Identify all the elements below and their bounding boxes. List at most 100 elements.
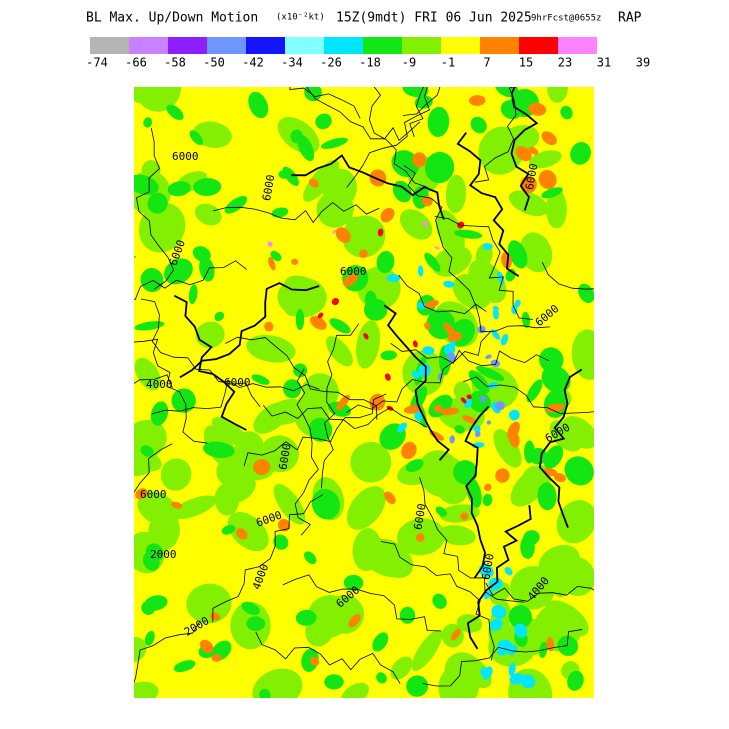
motion-area: [521, 311, 531, 328]
motion-area: [414, 95, 433, 109]
motion-area: [435, 506, 447, 517]
motion-area: [267, 241, 273, 247]
motion-area: [571, 329, 594, 380]
colorbar-swatch: [129, 37, 168, 54]
motion-area: [493, 429, 522, 468]
motion-area: [303, 159, 340, 202]
motion-area: [511, 305, 518, 315]
motion-area: [508, 605, 532, 629]
motion-area: [500, 333, 509, 346]
motion-area: [406, 675, 429, 697]
motion-area: [528, 102, 547, 116]
motion-area: [308, 417, 333, 442]
motion-area: [214, 483, 240, 516]
motion-area: [147, 192, 168, 214]
motion-area: [364, 298, 388, 321]
motion-area: [227, 512, 269, 552]
motion-area: [326, 336, 353, 367]
motion-area: [295, 609, 317, 626]
contour-line: [380, 541, 495, 661]
motion-area: [482, 493, 493, 507]
contour-label: 6000: [411, 503, 428, 531]
colorbar-label: -9: [402, 56, 416, 70]
motion-area: [514, 572, 551, 596]
motion-area: [188, 284, 198, 305]
contour-line: [390, 343, 550, 367]
motion-area: [211, 654, 222, 662]
motion-area: [134, 357, 161, 391]
motion-area: [134, 681, 159, 698]
motion-area: [273, 534, 289, 550]
motion-area: [482, 243, 493, 250]
motion-area: [491, 329, 500, 340]
motion-area: [359, 249, 368, 258]
motion-area: [418, 363, 431, 378]
motion-area: [495, 468, 510, 483]
motion-area: [468, 95, 486, 106]
colorbar-swatch: [480, 37, 519, 54]
motion-area: [309, 656, 320, 666]
motion-area: [450, 628, 461, 641]
contour-line: [456, 132, 520, 277]
title-time: 15Z(9mdt) FRI 06 Jun 2025: [336, 11, 532, 26]
motion-area: [134, 87, 182, 112]
motion-area: [520, 535, 535, 559]
motion-area: [320, 137, 348, 149]
motion-area: [336, 394, 350, 411]
motion-area: [277, 518, 291, 532]
motion-area: [221, 525, 236, 535]
colorbar-swatch: [324, 37, 363, 54]
contour-line: [140, 298, 261, 408]
colorbar-label: -26: [320, 56, 342, 70]
motion-area: [411, 370, 420, 379]
colorbar-swatch: [363, 37, 402, 54]
motion-area: [134, 321, 165, 331]
motion-area: [166, 104, 184, 121]
motion-area: [331, 297, 339, 306]
colorbar-label: 39: [636, 56, 650, 70]
motion-area: [199, 257, 215, 282]
motion-area: [343, 574, 364, 591]
contour-line: [510, 87, 539, 211]
motion-area: [307, 595, 352, 638]
contour-label: 6000: [479, 553, 496, 581]
motion-area: [529, 146, 539, 155]
motion-area: [504, 567, 513, 576]
contour-label: 4000: [146, 378, 173, 391]
motion-area: [484, 483, 492, 492]
motion-area: [440, 407, 460, 416]
motion-area: [335, 227, 351, 243]
motion-area: [515, 146, 532, 162]
motion-area: [173, 660, 196, 673]
motion-area: [134, 636, 147, 663]
contour-line: [134, 443, 173, 493]
motion-area: [268, 256, 276, 271]
motion-area: [291, 258, 299, 265]
colorbar-swatch: [285, 37, 324, 54]
contour-line: [538, 368, 583, 528]
contour-label: 2000: [150, 548, 177, 561]
motion-area: [224, 196, 248, 214]
motion-area: [492, 308, 499, 320]
colorbar-label: 23: [558, 56, 572, 70]
motion-area: [473, 425, 481, 433]
motion-area: [355, 320, 381, 369]
motion-area: [422, 346, 435, 355]
motion-area: [474, 430, 481, 438]
contour-line: [289, 87, 361, 119]
motion-area: [241, 601, 260, 616]
colorbar-swatch: [519, 37, 558, 54]
motion-area: [142, 551, 160, 571]
contour-line: [474, 87, 517, 183]
colorbar-label: -66: [125, 56, 147, 70]
motion-area: [547, 87, 569, 103]
title-units: (x10⁻²kt): [276, 13, 325, 23]
motion-area: [417, 265, 424, 277]
contour-line: [466, 504, 532, 650]
motion-area: [462, 415, 477, 424]
motion-area: [405, 459, 424, 472]
motion-area: [541, 187, 563, 199]
motion-area: [564, 456, 594, 486]
motion-area: [199, 639, 214, 654]
motion-area: [482, 666, 493, 680]
